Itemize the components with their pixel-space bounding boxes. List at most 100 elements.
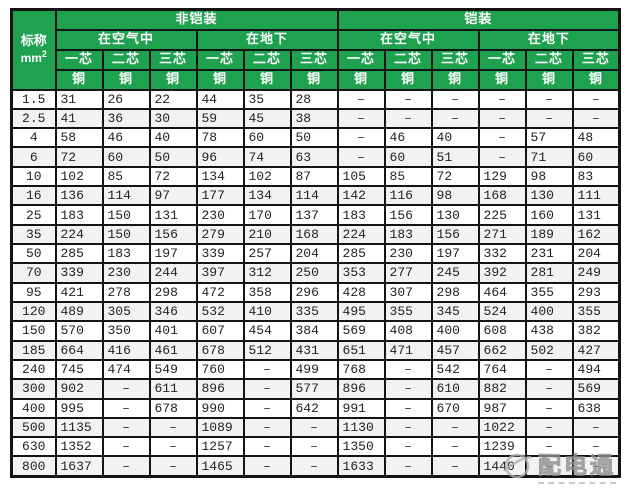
value-cell: 72 [430, 165, 480, 188]
value-cell: 230 [195, 204, 245, 226]
value-cell: 651 [336, 339, 386, 361]
value-cell: – [336, 146, 386, 168]
value-cell: – [242, 455, 292, 478]
value-cell: 134 [195, 165, 245, 188]
table-row: 25 183 150 131 230 170 137 183 156 130 225 160 131 [10, 204, 621, 226]
conductor-header: 铜 [524, 68, 574, 91]
size-cell: 95 [10, 281, 57, 303]
value-cell: 298 [430, 281, 480, 303]
value-cell: 335 [289, 300, 339, 323]
value-cell: 353 [336, 262, 386, 284]
size-cell: 4 [10, 127, 57, 149]
value-cell: – [477, 88, 527, 110]
value-cell: 150 [101, 223, 151, 246]
value-cell: 1022 [477, 416, 527, 439]
value-cell: 896 [195, 378, 245, 400]
size-cell: 2.5 [10, 107, 57, 130]
table-row: 70 339 230 244 397 312 250 353 277 245 392 281 249 [10, 262, 621, 284]
size-cell: 300 [10, 378, 57, 400]
size-cell: 70 [10, 262, 57, 284]
value-cell: 85 [101, 165, 151, 188]
value-cell: 428 [336, 281, 386, 303]
value-cell: 87 [289, 165, 339, 188]
value-cell: 102 [242, 165, 292, 188]
value-cell: 471 [383, 339, 433, 361]
table-row: 2.5 41 36 30 59 45 38– – – – – – [10, 107, 621, 130]
value-cell: 26 [101, 88, 151, 110]
value-cell: 170 [242, 204, 292, 226]
value-cell: 611 [148, 378, 198, 400]
value-cell: – [524, 397, 574, 419]
value-cell: 137 [289, 204, 339, 226]
table-row: 630 1352– –1257– –1350– –1239– – [10, 436, 621, 458]
value-cell: – [430, 416, 480, 439]
value-cell: 532 [195, 300, 245, 323]
value-cell: – [571, 436, 621, 458]
value-cell: – [524, 416, 574, 439]
value-cell: 1257 [195, 436, 245, 458]
value-cell: 285 [54, 242, 104, 265]
table-row: 35 224 150 156 279 210 168 224 183 156 271 189 162 [10, 223, 621, 246]
value-cell: 416 [101, 339, 151, 361]
size-header: 标称 mm2 [10, 8, 57, 91]
value-cell: 40 [148, 127, 198, 149]
value-cell: 60 [571, 146, 621, 168]
value-cell: 355 [524, 281, 574, 303]
value-cell: 60 [101, 146, 151, 168]
value-cell: – [524, 378, 574, 400]
group-header-unarmored: 非铠装 [54, 8, 339, 31]
value-cell: 1350 [336, 436, 386, 458]
value-cell: 745 [54, 358, 104, 381]
table-row: 16 136 114 97 177 134 114 142 116 98 168 130 111 [10, 185, 621, 207]
value-cell: – [336, 127, 386, 149]
conductor-header: 铜 [336, 68, 386, 91]
value-cell: – [289, 436, 339, 458]
value-cell: – [336, 88, 386, 110]
value-cell: 83 [571, 165, 621, 188]
table-row: 300 902–611 896–577 896–610 882–569 [10, 378, 621, 400]
value-cell: 271 [477, 223, 527, 246]
table-row: 95 421 278 298 472 358 296 428 307 298 464 355 293 [10, 281, 621, 303]
value-cell: – [571, 455, 621, 478]
value-cell: 607 [195, 320, 245, 342]
value-cell: – [289, 416, 339, 439]
value-cell: 1239 [477, 436, 527, 458]
value-cell: 312 [242, 262, 292, 284]
value-cell: 57 [524, 127, 574, 149]
value-cell: 990 [195, 397, 245, 419]
value-cell: 183 [336, 204, 386, 226]
value-cell: 524 [477, 300, 527, 323]
value-cell: 277 [383, 262, 433, 284]
value-cell: 46 [101, 127, 151, 149]
size-cell: 500 [10, 416, 57, 439]
value-cell: – [383, 455, 433, 478]
value-cell: – [430, 436, 480, 458]
value-cell: 678 [195, 339, 245, 361]
value-cell: 183 [54, 204, 104, 226]
value-cell: 189 [524, 223, 574, 246]
core-count-header: 一芯 [477, 48, 527, 71]
value-cell: – [524, 107, 574, 130]
size-cell: 150 [10, 320, 57, 342]
value-cell: 285 [336, 242, 386, 265]
value-cell: 225 [477, 204, 527, 226]
value-cell: 1352 [54, 436, 104, 458]
value-cell: 35 [242, 88, 292, 110]
subgroup-header-in-air: 在空气中 [54, 28, 198, 51]
value-cell: – [383, 107, 433, 130]
value-cell: 1130 [336, 416, 386, 439]
value-cell: 608 [477, 320, 527, 342]
value-cell: 902 [54, 378, 104, 400]
value-cell: 50 [289, 127, 339, 149]
value-cell: 224 [336, 223, 386, 246]
value-cell: 231 [524, 242, 574, 265]
core-count-header: 二芯 [383, 48, 433, 71]
group-header-armored: 铠装 [336, 8, 621, 31]
value-cell: 332 [477, 242, 527, 265]
conductor-header: 铜 [54, 68, 104, 91]
value-cell: 142 [336, 185, 386, 207]
value-cell: 1440 [477, 455, 527, 478]
value-cell: 512 [242, 339, 292, 361]
value-cell: 278 [101, 281, 151, 303]
value-cell: 358 [242, 281, 292, 303]
